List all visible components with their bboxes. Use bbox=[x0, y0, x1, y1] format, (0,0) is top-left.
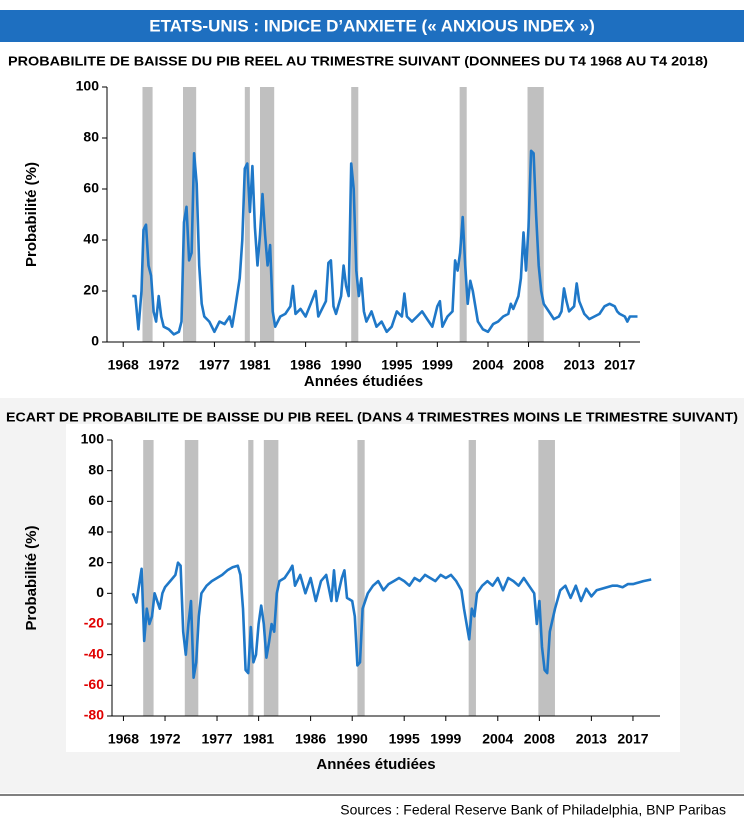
y-tick-label: 40 bbox=[83, 231, 99, 247]
x-tick-label: 1990 bbox=[331, 357, 362, 373]
y-tick-label: 100 bbox=[81, 431, 105, 447]
x-tick-label: 1972 bbox=[149, 731, 180, 747]
x-tick-label: 1999 bbox=[430, 731, 461, 747]
x-tick-label: 1990 bbox=[337, 731, 368, 747]
data-line bbox=[131, 561, 652, 679]
header-title: ETATS-UNIS : INDICE D’ANXIETE (« ANXIOUS… bbox=[149, 16, 595, 35]
recession-band bbox=[538, 440, 555, 716]
y-tick-label: -20 bbox=[84, 615, 104, 631]
y-tick-label: 60 bbox=[83, 180, 99, 196]
recession-band bbox=[184, 440, 199, 716]
y-tick-label: 40 bbox=[88, 523, 104, 539]
recession-band bbox=[143, 440, 154, 716]
recession-band bbox=[263, 440, 279, 716]
y-tick-label: -80 bbox=[84, 707, 104, 723]
x-axis-title: Années étudiées bbox=[304, 373, 423, 390]
x-tick-label: 2004 bbox=[472, 357, 503, 373]
y-axis-title: Probabilité (%) bbox=[23, 162, 40, 267]
y-axis-title: Probabilité (%) bbox=[23, 525, 40, 630]
y-tick-label: 100 bbox=[76, 78, 100, 94]
y-tick-label: 60 bbox=[88, 492, 104, 508]
data-line bbox=[132, 149, 638, 336]
x-tick-label: 1999 bbox=[422, 357, 453, 373]
x-tick-label: 1995 bbox=[381, 357, 412, 373]
recession-band bbox=[142, 87, 153, 342]
x-tick-label: 1968 bbox=[108, 357, 139, 373]
y-tick-label: 20 bbox=[83, 282, 99, 298]
x-tick-label: 1977 bbox=[199, 357, 230, 373]
recession-band bbox=[459, 87, 467, 342]
x-tick-label: 2008 bbox=[513, 357, 544, 373]
y-tick-label: 20 bbox=[88, 553, 104, 569]
x-tick-label: 1977 bbox=[201, 731, 232, 747]
y-tick-label: -40 bbox=[84, 645, 104, 661]
recession-band bbox=[357, 440, 365, 716]
chart-title: PROBABILITE DE BAISSE DU PIB REEL AU TRI… bbox=[8, 54, 708, 68]
source: Sources : Federal Reserve Bank of Philad… bbox=[340, 802, 726, 818]
recession-band bbox=[182, 87, 197, 342]
x-tick-label: 2008 bbox=[524, 731, 555, 747]
chart-title: ECART DE PROBABILITE DE BAISSE DU PIB RE… bbox=[6, 410, 738, 424]
x-tick-label: 1986 bbox=[290, 357, 321, 373]
x-tick-label: 1968 bbox=[108, 731, 139, 747]
x-tick-label: 2017 bbox=[604, 357, 635, 373]
x-tick-label: 1981 bbox=[239, 357, 270, 373]
x-tick-label: 2013 bbox=[564, 357, 595, 373]
x-tick-label: 2013 bbox=[576, 731, 607, 747]
x-tick-label: 1981 bbox=[243, 731, 274, 747]
x-axis-title: Années étudiées bbox=[316, 756, 435, 773]
header-bar bbox=[0, 10, 744, 42]
recession-band bbox=[468, 440, 476, 716]
y-tick-label: -60 bbox=[84, 676, 104, 692]
recession-band bbox=[248, 440, 254, 716]
x-tick-label: 1995 bbox=[389, 731, 420, 747]
recession-band bbox=[244, 87, 250, 342]
y-tick-label: 80 bbox=[83, 129, 99, 145]
y-tick-label: 80 bbox=[88, 461, 104, 477]
x-tick-label: 2017 bbox=[617, 731, 648, 747]
y-tick-label: 0 bbox=[96, 584, 104, 600]
x-tick-label: 1972 bbox=[148, 357, 179, 373]
y-tick-label: 0 bbox=[91, 333, 99, 349]
x-tick-label: 1986 bbox=[295, 731, 326, 747]
x-tick-label: 2004 bbox=[482, 731, 513, 747]
